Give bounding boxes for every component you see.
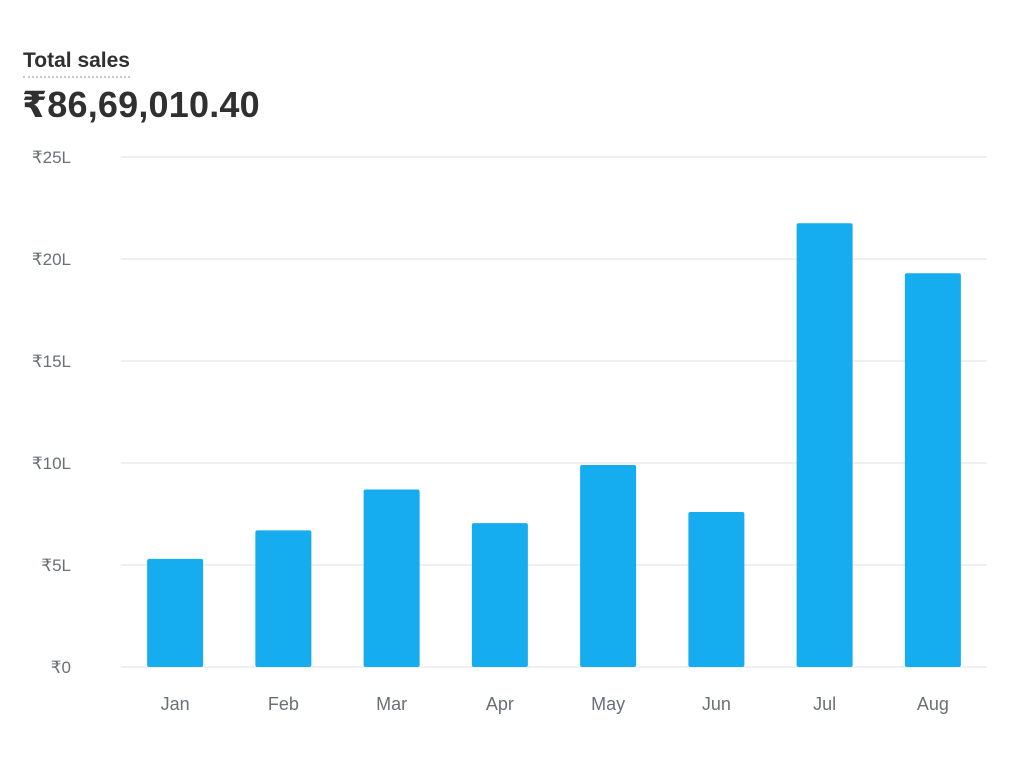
y-axis-ticks: ₹0 ₹5L ₹10L ₹15L ₹20L ₹25L xyxy=(32,148,71,677)
y-tick-label: ₹25L xyxy=(32,148,71,167)
x-tick-label-feb: Feb xyxy=(268,694,299,714)
x-tick-label-jan: Jan xyxy=(161,694,190,714)
y-tick-label: ₹15L xyxy=(32,352,71,371)
bar-jan[interactable] xyxy=(147,558,204,667)
total-sales-value: ₹86,69,010.40 xyxy=(22,84,260,125)
x-tick-label-mar: Mar xyxy=(376,694,407,714)
y-tick-label: ₹20L xyxy=(32,250,71,269)
bar-may[interactable] xyxy=(580,465,637,667)
y-tick-label: ₹10L xyxy=(32,454,71,473)
bar-mar[interactable] xyxy=(363,489,420,667)
y-tick-label: ₹5L xyxy=(41,556,71,575)
total-sales-label[interactable]: Total sales xyxy=(23,49,130,78)
bar-jul[interactable] xyxy=(796,223,853,668)
bar-apr[interactable] xyxy=(471,523,528,667)
x-tick-label-apr: Apr xyxy=(486,694,514,714)
x-tick-label-may: May xyxy=(591,694,625,714)
grid-layer xyxy=(121,156,987,668)
x-axis-ticks: Jan Feb Mar Apr May Jun Jul Aug xyxy=(161,694,949,714)
y-tick-label: ₹0 xyxy=(51,658,71,677)
bar-aug[interactable] xyxy=(904,273,961,667)
bar-feb[interactable] xyxy=(255,530,312,667)
x-tick-label-jun: Jun xyxy=(702,694,731,714)
bars xyxy=(147,223,961,668)
x-tick-label-jul: Jul xyxy=(813,694,836,714)
x-tick-label-aug: Aug xyxy=(917,694,949,714)
bar-jun[interactable] xyxy=(688,511,745,667)
